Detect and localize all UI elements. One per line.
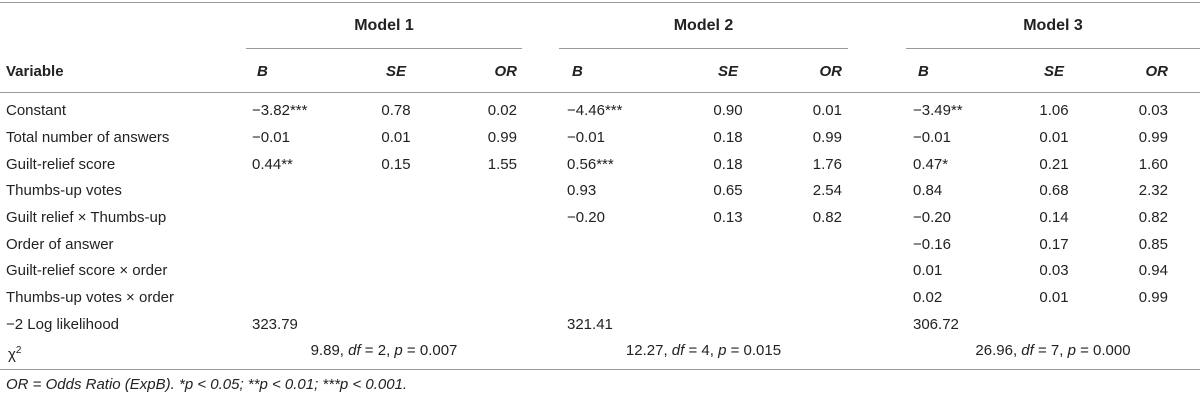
or-value: 0.02 [487,102,517,119]
se-value: 0.13 [713,209,743,226]
se-value: 0.03 [1039,262,1069,279]
column-header-or: OR [494,63,518,80]
se-value: 0.15 [381,156,411,173]
row-label: Constant [6,102,67,119]
or-value: 0.85 [1138,236,1168,253]
column-header-or: OR [819,63,843,80]
loglik-value: 321.41 [567,316,613,333]
or-value: 0.94 [1138,262,1168,279]
se-value: 0.01 [1039,289,1069,306]
chi-square-stat: 12.27, df = 4, p = 0.015 [625,342,782,359]
se-value: 0.90 [713,102,743,119]
row-label: Guilt relief × Thumbs-up [6,209,167,226]
b-value: −0.01 [913,129,951,146]
or-value: 1.60 [1138,156,1168,173]
se-value: 1.06 [1039,102,1069,119]
row-label: Order of answer [6,236,114,253]
or-value: 2.32 [1138,182,1168,199]
or-value: 1.76 [812,156,842,173]
chi-square-label: χ2 [8,345,22,363]
model-2-rule [559,48,848,49]
column-header-se: SE [385,63,406,80]
or-value: 0.99 [1138,289,1168,306]
column-header-b: B [257,63,268,80]
b-value: −3.82*** [252,102,308,119]
row-label: Guilt-relief score × order [6,262,168,279]
b-value: 0.84 [913,182,943,199]
b-value: −0.01 [252,129,290,146]
column-header-se: SE [1043,63,1064,80]
chi-square-stat: 26.96, df = 7, p = 0.000 [975,342,1131,359]
header-rule [0,92,1200,93]
row-label: Thumbs-up votes [6,182,122,199]
se-value: 0.68 [1039,182,1069,199]
chi-square-stat: 9.89, df = 2, p = 0.007 [310,342,458,359]
b-value: −0.16 [913,236,951,253]
row-label: Total number of answers [6,129,170,146]
b-value: 0.01 [913,262,943,279]
se-value: 0.18 [713,156,743,173]
se-value: 0.65 [713,182,743,199]
row-label: Guilt-relief score [6,156,116,173]
or-value: 0.82 [1138,209,1168,226]
or-value: 0.03 [1138,102,1168,119]
column-header-b: B [918,63,929,80]
b-value: −0.01 [567,129,605,146]
se-value: 0.01 [1039,129,1069,146]
se-value: 0.18 [713,129,743,146]
variable-header: Variable [6,63,64,80]
se-value: 0.01 [381,129,411,146]
b-value: 0.44** [252,156,293,173]
model-1-rule [246,48,522,49]
loglik-value: 323.79 [252,316,298,333]
top-rule [0,2,1200,3]
column-header-or: OR [1145,63,1169,80]
b-value: 0.56*** [567,156,614,173]
or-value: 0.01 [812,102,842,119]
or-value: 0.99 [487,129,517,146]
se-value: 0.14 [1039,209,1069,226]
model-header: Model 3 [1023,17,1083,34]
se-value: 0.21 [1039,156,1069,173]
loglik-value: 306.72 [913,316,959,333]
b-value: 0.93 [567,182,597,199]
row-label: Thumbs-up votes × order [6,289,174,306]
footnote: OR = Odds Ratio (ExpB). *p < 0.05; **p <… [6,376,408,393]
se-value: 0.78 [381,102,411,119]
column-header-b: B [572,63,583,80]
b-value: −3.49** [913,102,963,119]
b-value: −0.20 [913,209,951,226]
or-value: 2.54 [812,182,842,199]
or-value: 1.55 [487,156,517,173]
model-3-rule [906,48,1200,49]
model-header: Model 2 [673,17,734,34]
b-value: 0.47* [913,156,949,173]
b-value: 0.02 [913,289,943,306]
or-value: 0.99 [1138,129,1168,146]
bottom-rule [0,369,1200,370]
se-value: 0.17 [1039,236,1069,253]
or-value: 0.82 [812,209,842,226]
b-value: −4.46*** [567,102,623,119]
or-value: 0.99 [812,129,842,146]
model-header: Model 1 [354,17,414,34]
b-value: −0.20 [567,209,605,226]
column-header-se: SE [717,63,738,80]
loglik-label: −2 Log likelihood [6,316,120,333]
